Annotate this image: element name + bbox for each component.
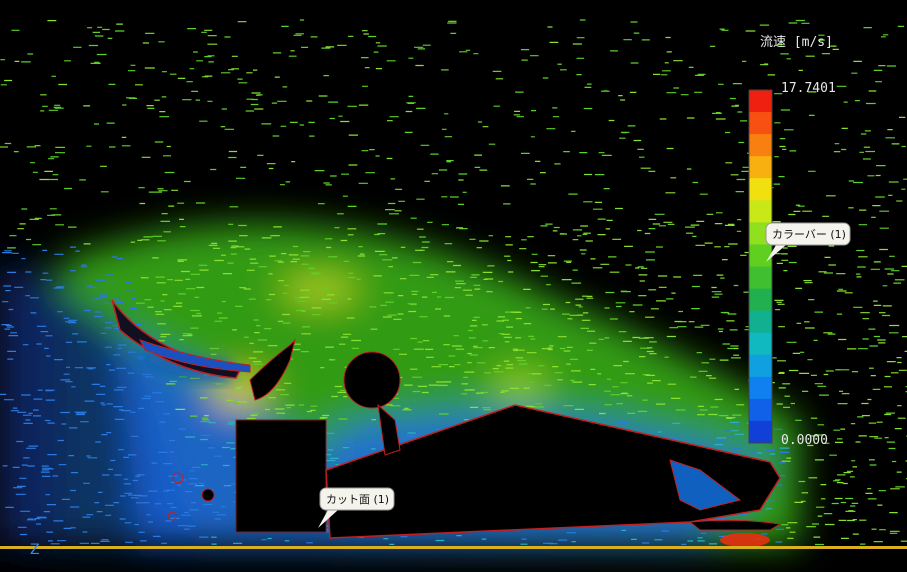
color-segment [749,134,772,157]
color-segment [749,112,772,135]
vector-group [4,20,907,543]
bolt [172,472,184,484]
ground-line [0,546,907,549]
color-bar [748,89,773,444]
side-box [235,419,327,533]
driver-neck [377,403,401,456]
rear-cavity [669,459,742,511]
callout-text: カラーバー (1) [772,228,846,241]
callout: カット面 (1) [318,487,395,528]
color-segment [749,332,772,356]
legend-title: 流速 [m/s] [760,35,833,50]
color-segment [749,376,772,400]
vehicle [111,299,782,547]
driver-head [343,351,401,409]
axis-label: Z [30,542,40,558]
color-bar-frame [748,89,773,444]
vector-group [0,19,907,546]
legend-max: 17.7401 [781,81,836,96]
hot-spot [720,533,770,547]
color-segment [749,90,772,113]
color-segment [749,266,772,290]
color-segment [749,420,772,444]
wing-element [139,339,251,373]
color-segment [749,244,772,267]
legend-min: 0.0000 [781,433,828,448]
bolt [201,488,215,502]
color-segment [749,310,772,334]
diffuser [688,519,782,531]
callout: カラーバー (1) [765,222,851,262]
color-segment [749,354,772,378]
steering-wheel [249,338,296,401]
body [325,404,781,539]
bolt [167,511,177,521]
callout-text: カット面 (1) [326,493,389,506]
color-segment [749,178,772,201]
color-segment [749,156,772,179]
color-segment [749,200,772,223]
color-segment [749,288,772,312]
color-segment [749,398,772,422]
